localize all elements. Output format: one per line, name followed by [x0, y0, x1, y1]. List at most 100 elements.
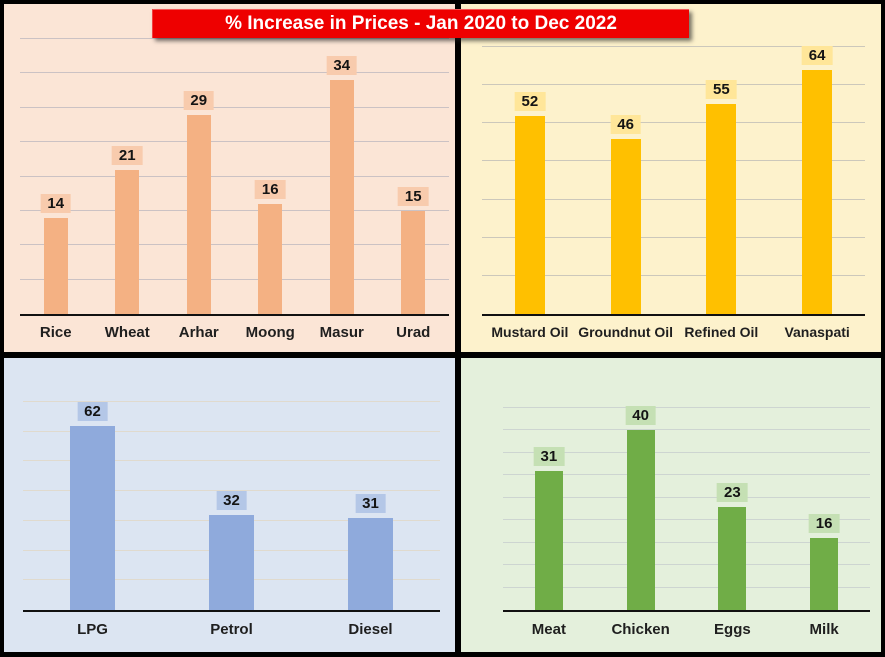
bar-slot: 29 — [163, 39, 235, 314]
chart-fuels: 62 32 31 LPG Petrol Diesel — [4, 358, 455, 652]
category-axis: Meat Chicken Eggs Milk — [461, 612, 881, 652]
plot-inner: 62 32 31 — [23, 401, 440, 612]
gridline — [482, 84, 865, 86]
category-label: Masur — [319, 323, 364, 341]
data-label: 62 — [77, 401, 108, 421]
bar: 16 — [808, 514, 840, 610]
data-label: 32 — [216, 490, 247, 510]
bars-row: 62 32 31 — [23, 401, 440, 610]
bar-slot: 46 — [578, 47, 674, 314]
category-label: Vanaspati — [784, 324, 850, 340]
bar: 64 — [801, 45, 833, 314]
bar: 16 — [254, 180, 286, 314]
gridline — [20, 141, 449, 143]
bar: 46 — [610, 114, 641, 314]
category-axis: LPG Petrol Diesel — [4, 612, 455, 652]
data-label: 15 — [397, 186, 429, 206]
bar-slot: 31 — [301, 402, 440, 610]
bar-slot: 62 — [23, 401, 162, 610]
bar: 23 — [717, 482, 748, 610]
category-label: LPG — [77, 620, 108, 638]
bar-slot: 32 — [162, 402, 301, 610]
bar: 62 — [70, 401, 115, 610]
gridline — [503, 496, 870, 498]
gridline — [482, 122, 865, 124]
gridline — [20, 72, 449, 74]
page-title: % Increase in Prices - Jan 2020 to Dec 2… — [152, 9, 689, 38]
gridline — [482, 160, 865, 162]
gridline — [23, 430, 440, 432]
gridline — [503, 564, 870, 566]
gridline — [503, 474, 870, 476]
data-label: 64 — [801, 45, 833, 65]
category-label: Diesel — [348, 620, 393, 638]
plot-area: 14 21 29 16 34 15 — [4, 4, 455, 316]
gridline — [20, 278, 449, 280]
data-label: 14 — [40, 193, 72, 213]
data-label: 29 — [183, 90, 215, 110]
data-label: 34 — [326, 56, 358, 76]
bar-slot: 16 — [235, 39, 307, 314]
bar: 40 — [625, 406, 656, 610]
category-label: Arhar — [178, 323, 219, 341]
data-label: 16 — [808, 514, 840, 534]
plot-inner: 14 21 29 16 34 15 — [20, 38, 449, 316]
gridline — [20, 38, 449, 39]
data-label: 52 — [514, 91, 546, 111]
gridline — [503, 586, 870, 588]
bar-slot: 40 — [595, 406, 687, 610]
data-label: 31 — [533, 446, 565, 466]
bar-slot: 34 — [306, 39, 378, 314]
data-label: 55 — [706, 80, 737, 100]
gridline — [503, 407, 870, 408]
bar-slot: 23 — [687, 408, 779, 610]
bar: 32 — [209, 490, 254, 610]
gridline — [23, 401, 440, 402]
bar: 29 — [183, 90, 215, 314]
bar-slot: 21 — [92, 39, 164, 314]
bars-row: 14 21 29 16 34 15 — [20, 39, 449, 314]
data-label: 31 — [355, 493, 386, 513]
chart-grains-pulses: 14 21 29 16 34 15 Rice Wheat Arhar Moong Masur Ura… — [4, 4, 455, 352]
bar-slot: 15 — [378, 39, 450, 314]
gridline — [503, 429, 870, 431]
category-axis: Rice Wheat Arhar Moong Masur Urad — [4, 316, 455, 352]
category-label: Urad — [396, 323, 431, 341]
bar: 55 — [706, 80, 737, 314]
gridline — [482, 274, 865, 276]
chart-edible-oils: 52 46 55 64 Mustard Oil Groundnut Oil Refined… — [461, 4, 881, 352]
bar-slot: 31 — [503, 408, 595, 610]
plot-area: 31 40 23 16 — [461, 358, 881, 612]
gridline — [503, 451, 870, 453]
category-label: Eggs — [714, 620, 751, 638]
category-label: Milk — [809, 620, 839, 638]
category-label: Chicken — [611, 620, 670, 638]
bar-slot: 55 — [674, 47, 770, 314]
plot-inner: 52 46 55 64 — [482, 45, 865, 316]
gridline — [503, 541, 870, 543]
bar-slot: 14 — [20, 39, 92, 314]
data-label: 23 — [717, 482, 748, 502]
bar: 21 — [111, 145, 143, 314]
bar: 15 — [397, 186, 429, 314]
bar: 34 — [326, 56, 358, 314]
category-label: Refined Oil — [684, 324, 759, 340]
bar-slot: 16 — [778, 408, 870, 610]
gridline — [20, 209, 449, 211]
bar-slot: 52 — [482, 47, 578, 314]
gridline — [20, 175, 449, 177]
category-axis: Mustard Oil Groundnut Oil Refined Oil Vanas… — [461, 316, 881, 352]
category-label: Meat — [531, 620, 566, 638]
bars-row: 52 46 55 64 — [482, 45, 865, 314]
gridline — [482, 46, 865, 47]
gridline — [23, 490, 440, 492]
bar: 31 — [348, 493, 393, 610]
category-label: Groundnut Oil — [578, 324, 674, 340]
gridline — [482, 236, 865, 238]
plot-area: 62 32 31 — [4, 358, 455, 612]
bar: 14 — [40, 193, 72, 314]
gridline — [23, 460, 440, 462]
chart-animal-products: 31 40 23 16 Meat Chicken Eggs Milk — [461, 358, 881, 652]
category-label: Wheat — [104, 323, 150, 341]
